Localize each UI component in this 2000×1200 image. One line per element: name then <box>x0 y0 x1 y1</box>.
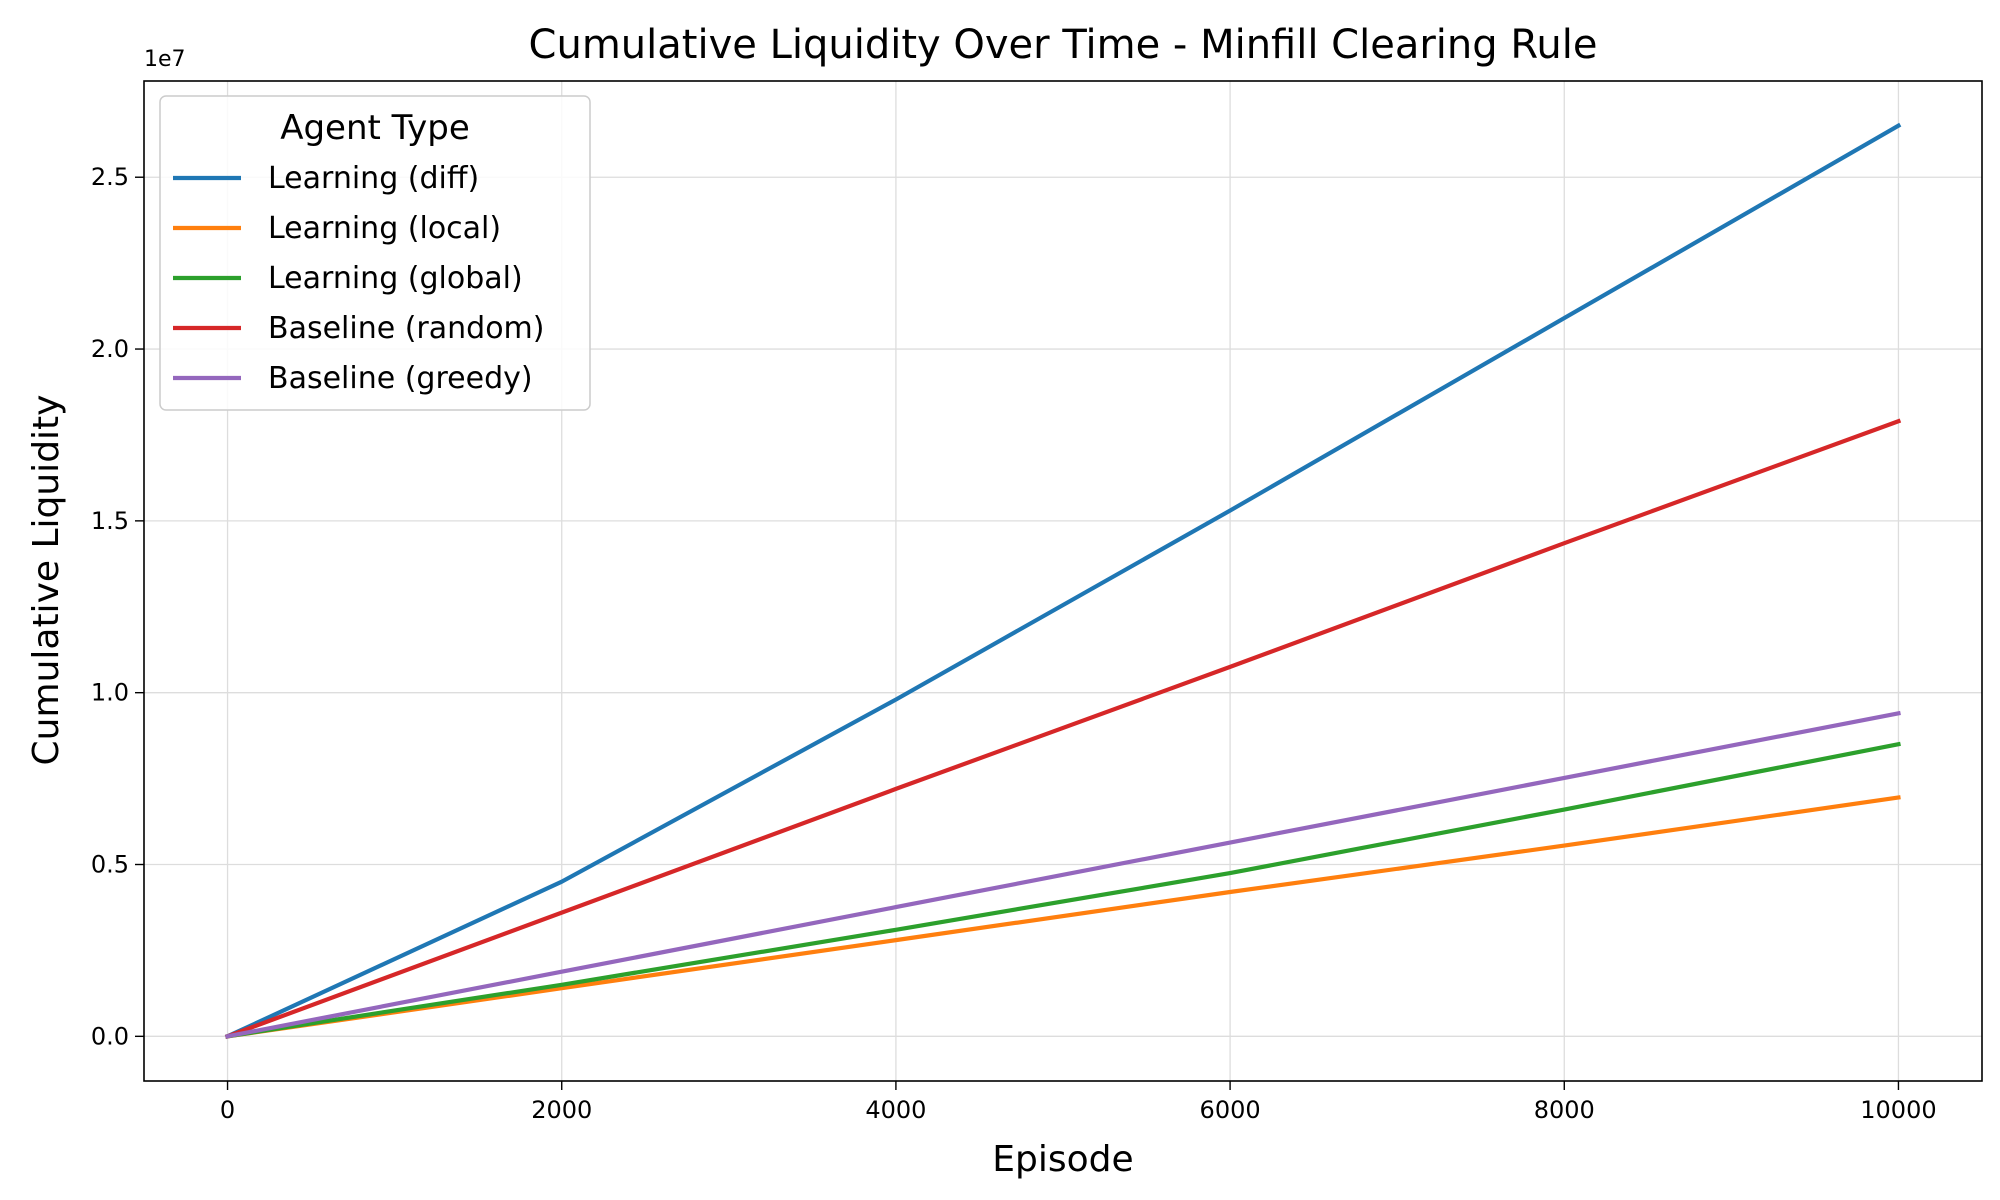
x-tick-label: 10000 <box>1860 1096 1936 1124</box>
x-axis-label: Episode <box>992 1139 1133 1180</box>
legend: Agent Type Learning (diff) Learning (loca… <box>159 95 591 411</box>
series-lines <box>224 122 1902 1040</box>
y-tick-label: 0.0 <box>91 1022 129 1050</box>
series-line-learning-diff <box>224 122 1902 1040</box>
x-tick-label: 6000 <box>1200 1096 1261 1124</box>
x-tick-label: 0 <box>220 1096 235 1124</box>
plot-frame <box>143 80 1983 1082</box>
y-axis-label: Cumulative Liquidity <box>26 395 67 766</box>
x-tick-label: 2000 <box>531 1096 592 1124</box>
legend-label-learning-diff: Learning (diff) <box>268 161 479 196</box>
y-tick-label: 1.0 <box>91 679 129 707</box>
legend-items: Learning (diff) Learning (local) Learning … <box>173 161 545 396</box>
legend-label-learning-global: Learning (global) <box>268 261 523 296</box>
series-line-learning-global <box>225 741 1901 1039</box>
axis-ticks: 0 2000 4000 6000 8000 10000 0.0 0.5 1.0 1.5 2.0 2.5 <box>91 163 1937 1124</box>
y-tick-label: 1.5 <box>91 507 129 535</box>
legend-label-baseline-random: Baseline (random) <box>268 311 545 346</box>
legend-label-baseline-greedy: Baseline (greedy) <box>268 361 533 396</box>
series-line-baseline-greedy <box>225 710 1901 1039</box>
series-line-baseline-random <box>224 418 1902 1040</box>
x-tick-label: 4000 <box>865 1096 926 1124</box>
chart-title: Cumulative Liquidity Over Time - Minfill… <box>529 22 1598 68</box>
series-line-learning-local <box>225 795 1901 1039</box>
y-tick-label: 2.0 <box>91 335 129 363</box>
legend-box <box>159 95 591 411</box>
y-tick-label: 0.5 <box>91 851 129 879</box>
grid <box>144 81 1982 1081</box>
y-tick-label: 2.5 <box>91 163 129 191</box>
legend-title: Agent Type <box>280 108 470 148</box>
x-tick-label: 8000 <box>1534 1096 1595 1124</box>
legend-label-learning-local: Learning (local) <box>268 211 501 246</box>
y-offset-label: 1e7 <box>144 47 186 72</box>
